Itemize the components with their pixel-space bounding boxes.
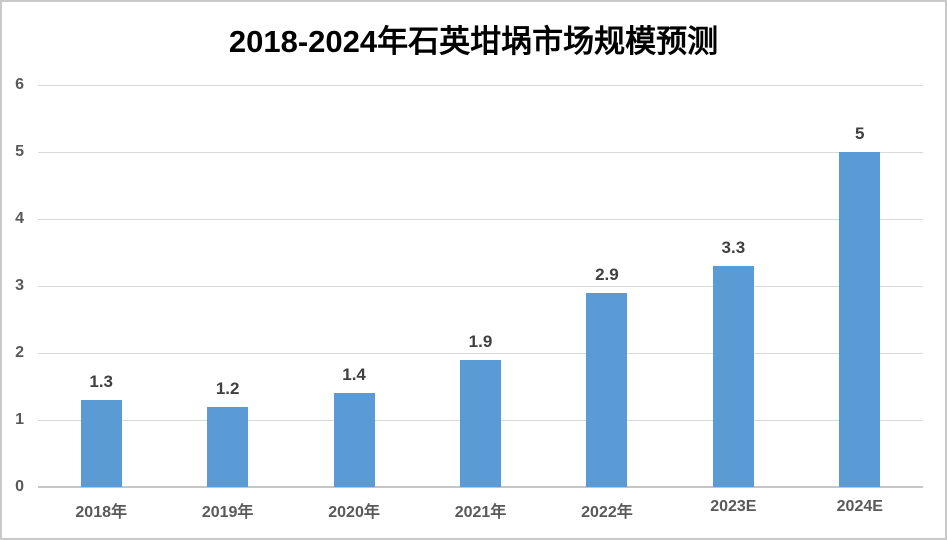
gridline: [38, 84, 923, 86]
gridline: [38, 352, 923, 354]
bar-value-label: 1.9: [468, 331, 493, 351]
bar: [586, 292, 628, 487]
x-axis-baseline: [38, 486, 923, 488]
x-axis-label: 2019年: [201, 504, 254, 521]
plot-area: 1.3 2018年 1.2 2019年 1.4 2020年 1.9 2021年 2.9 2022年…: [38, 84, 923, 521]
gridline: [38, 151, 923, 153]
chart-title: 2018-2024年石英坩埚市场规模预测: [228, 24, 719, 59]
bar: [712, 265, 754, 487]
x-axis-label: 2023E: [710, 498, 757, 515]
gridline: [38, 285, 923, 287]
bar-value-label: 1.4: [342, 365, 366, 385]
x-axis-label: 2020年: [328, 504, 380, 521]
bar: [207, 406, 249, 487]
x-axis-label: 2018年: [75, 504, 128, 521]
y-axis-label: 0: [15, 478, 24, 495]
y-axis-label: 1: [15, 411, 24, 428]
x-axis-label: 2021年: [454, 504, 507, 521]
bar-value-label: 2.9: [595, 264, 619, 284]
x-axis-label: 2024E: [836, 498, 883, 515]
y-axis-label: 5: [15, 143, 24, 160]
y-axis-label: 4: [15, 210, 24, 227]
x-axis-label: 2022年: [581, 504, 633, 521]
bar: [460, 359, 501, 487]
y-axis-label: 2: [15, 344, 24, 361]
bar: [80, 399, 122, 487]
bar-value-label: 1.2: [215, 378, 240, 398]
y-axis-label: 6: [15, 76, 24, 93]
bar: [333, 393, 375, 487]
y-axis: 0 1 2 3 4 5 6: [0, 76, 28, 495]
bar-value-label: 1.3: [89, 371, 114, 391]
y-axis-label: 3: [15, 277, 24, 294]
bar: [839, 152, 881, 487]
gridline: [38, 218, 923, 220]
bar-value-label: 3.3: [721, 237, 746, 257]
bar-value-label: 5: [855, 124, 865, 143]
